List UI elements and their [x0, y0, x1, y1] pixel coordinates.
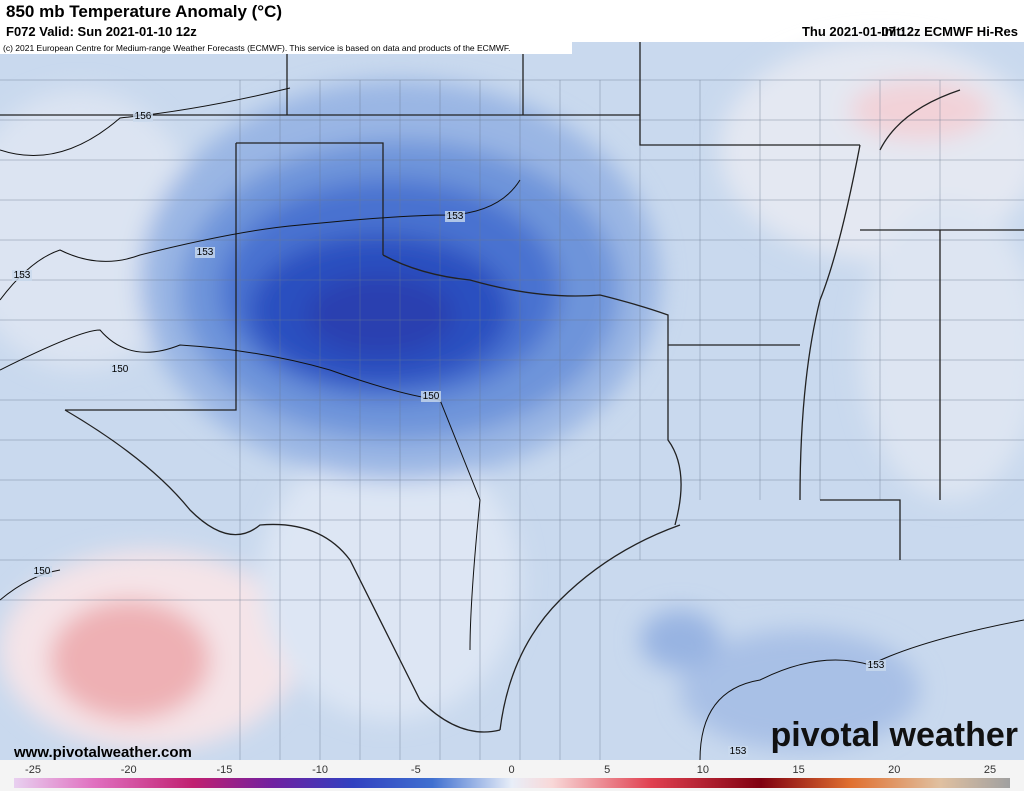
- copyright: (c) 2021 European Centre for Medium-rang…: [3, 43, 511, 53]
- logo: pivotal weather: [770, 716, 1018, 754]
- contour-label: 153: [197, 247, 214, 258]
- valid-time: F072 Valid: Sun 2021-01-10 12z: [6, 24, 197, 39]
- colorbar-tick-label: 0: [508, 764, 514, 776]
- colorbar-tick-label: -5: [411, 764, 421, 776]
- colorbar-tick-label: 20: [888, 764, 900, 776]
- colorbar-tick-label: -15: [216, 764, 232, 776]
- contour-labels: 156 153 153 153 150 150 150 153 153: [12, 111, 886, 757]
- colorbar: [14, 778, 1010, 788]
- colorbar-tick-label: 25: [984, 764, 996, 776]
- contour-label: 153: [447, 211, 464, 222]
- boundaries: [0, 42, 1024, 761]
- contour-label: 156: [135, 111, 152, 122]
- contour-label: 150: [112, 364, 129, 375]
- contour-label-background: [728, 746, 748, 757]
- colorbar-ticks: -25 -20 -15 -10 -5 0 5 10 15 20 25: [25, 764, 996, 776]
- contour-label-background: [12, 270, 32, 281]
- copyright-background: [0, 42, 572, 54]
- contour-label-background: [110, 364, 130, 375]
- colorbar-tick-label: -25: [25, 764, 41, 776]
- colorbar-tick-label: -20: [121, 764, 137, 776]
- title: 850 mb Temperature Anomaly (°C): [6, 2, 282, 21]
- colorbar-tick-label: 15: [792, 764, 804, 776]
- colorbar-tick-label: 5: [604, 764, 610, 776]
- init-time: Thu 2021-01-07 12z ECMWF Hi-Res: [802, 24, 1018, 39]
- website: www.pivotalweather.com: [13, 744, 192, 761]
- contour-label: 153: [730, 746, 747, 757]
- contour-label: 153: [868, 660, 885, 671]
- contour-label-background: [421, 391, 441, 402]
- contour-label-background: [195, 247, 215, 258]
- contour-label-background: [445, 211, 465, 222]
- contour-label-background: [133, 111, 153, 122]
- contour-label: 150: [423, 391, 440, 402]
- colorbar-tick-label: -10: [312, 764, 328, 776]
- contour-label-background: [866, 660, 886, 671]
- colorbar-tick-label: 10: [697, 764, 709, 776]
- contour-label: 153: [14, 270, 31, 281]
- init-prefix: Init:: [881, 24, 905, 39]
- contour-label-background: [32, 566, 52, 577]
- contour-label: 150: [34, 566, 51, 577]
